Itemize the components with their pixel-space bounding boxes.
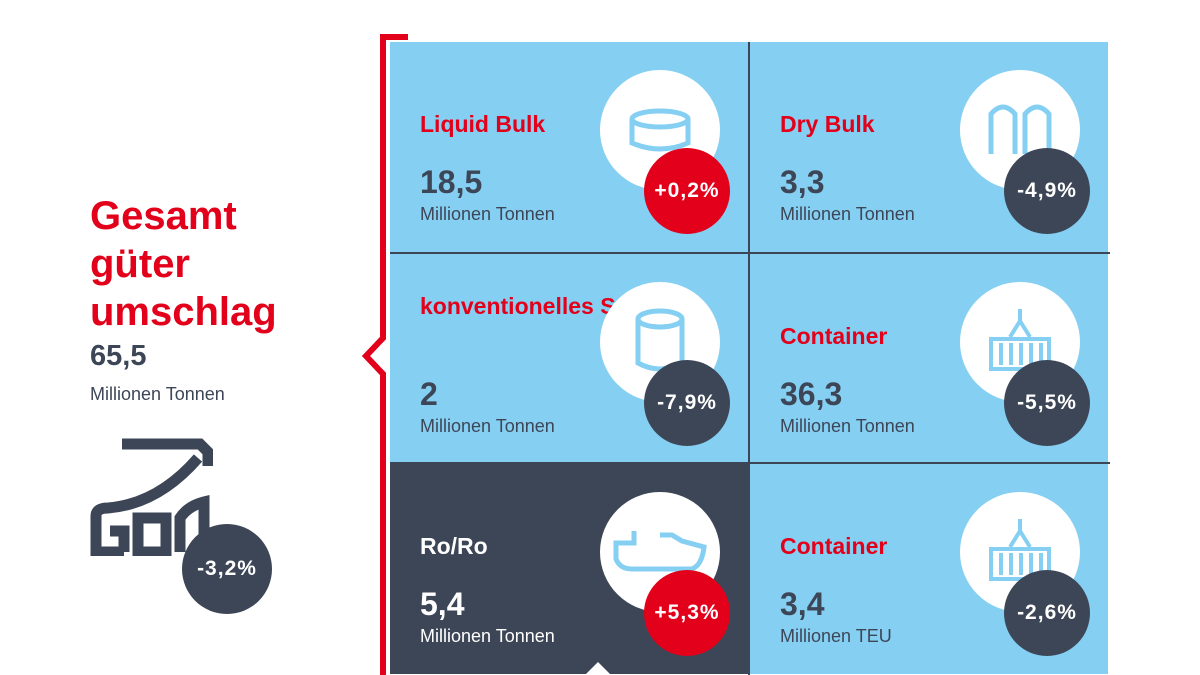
bracket-divider <box>361 34 408 675</box>
cell-unit: Millionen Tonnen <box>420 204 555 224</box>
cell-value: 5,4 <box>420 586 465 622</box>
cell-liquid-bulk: Liquid Bulk 18,5 Millionen Tonnen +0,2% <box>390 42 748 252</box>
cell-container-teu: Container 3,4 Millionen TEU -2,6% <box>750 464 1108 674</box>
change-badge: -7,9% <box>644 360 730 446</box>
cell-unit: Millionen Tonnen <box>420 416 555 436</box>
grid-divider <box>748 42 750 675</box>
cell-dry-bulk: Dry Bulk 3,3 Millionen Tonnen -4,9% <box>750 42 1108 252</box>
cell-title: Container <box>780 533 888 559</box>
summary-change-badge: -3,2% <box>182 524 272 614</box>
title-line: güter <box>90 242 190 286</box>
pointer-notch <box>584 662 612 674</box>
cell-title: Dry Bulk <box>780 111 875 137</box>
cell-container-tonnes: Container 36,3 Millionen Tonnen -5,5% <box>750 254 1108 464</box>
summary-title: Gesamt güter umschlag <box>90 192 350 336</box>
cell-value: 3,3 <box>780 164 825 200</box>
change-badge: -5,5% <box>1004 360 1090 446</box>
title-line: Gesamt <box>90 194 237 238</box>
grid-divider <box>390 252 1110 254</box>
change-badge: -4,9% <box>1004 148 1090 234</box>
growth-chart-icon <box>90 438 213 556</box>
cell-unit: Millionen Tonnen <box>780 416 915 436</box>
cell-stueckgut: konventionelles Stückgut 2 Millionen Ton… <box>390 254 748 464</box>
change-badge: +0,2% <box>644 148 730 234</box>
title-line: umschlag <box>90 290 277 334</box>
cell-value: 36,3 <box>780 376 843 412</box>
total-value: 65,5 <box>90 340 147 372</box>
cell-title: Ro/Ro <box>420 533 488 559</box>
cell-unit: Millionen Tonnen <box>780 204 915 224</box>
grid-divider <box>390 462 1110 464</box>
cell-roro: Ro/Ro 5,4 Millionen Tonnen +5,3% <box>390 464 748 674</box>
cell-title: Container <box>780 323 888 349</box>
cell-value: 18,5 <box>420 164 483 200</box>
cell-unit: Millionen TEU <box>780 626 892 646</box>
change-badge: -2,6% <box>1004 570 1090 656</box>
cell-title: Liquid Bulk <box>420 111 546 137</box>
cell-value: 3,4 <box>780 586 825 622</box>
cell-unit: Millionen Tonnen <box>420 626 555 646</box>
cell-value: 2 <box>420 376 438 412</box>
total-unit: Millionen Tonnen <box>90 384 225 404</box>
change-badge: +5,3% <box>644 570 730 656</box>
